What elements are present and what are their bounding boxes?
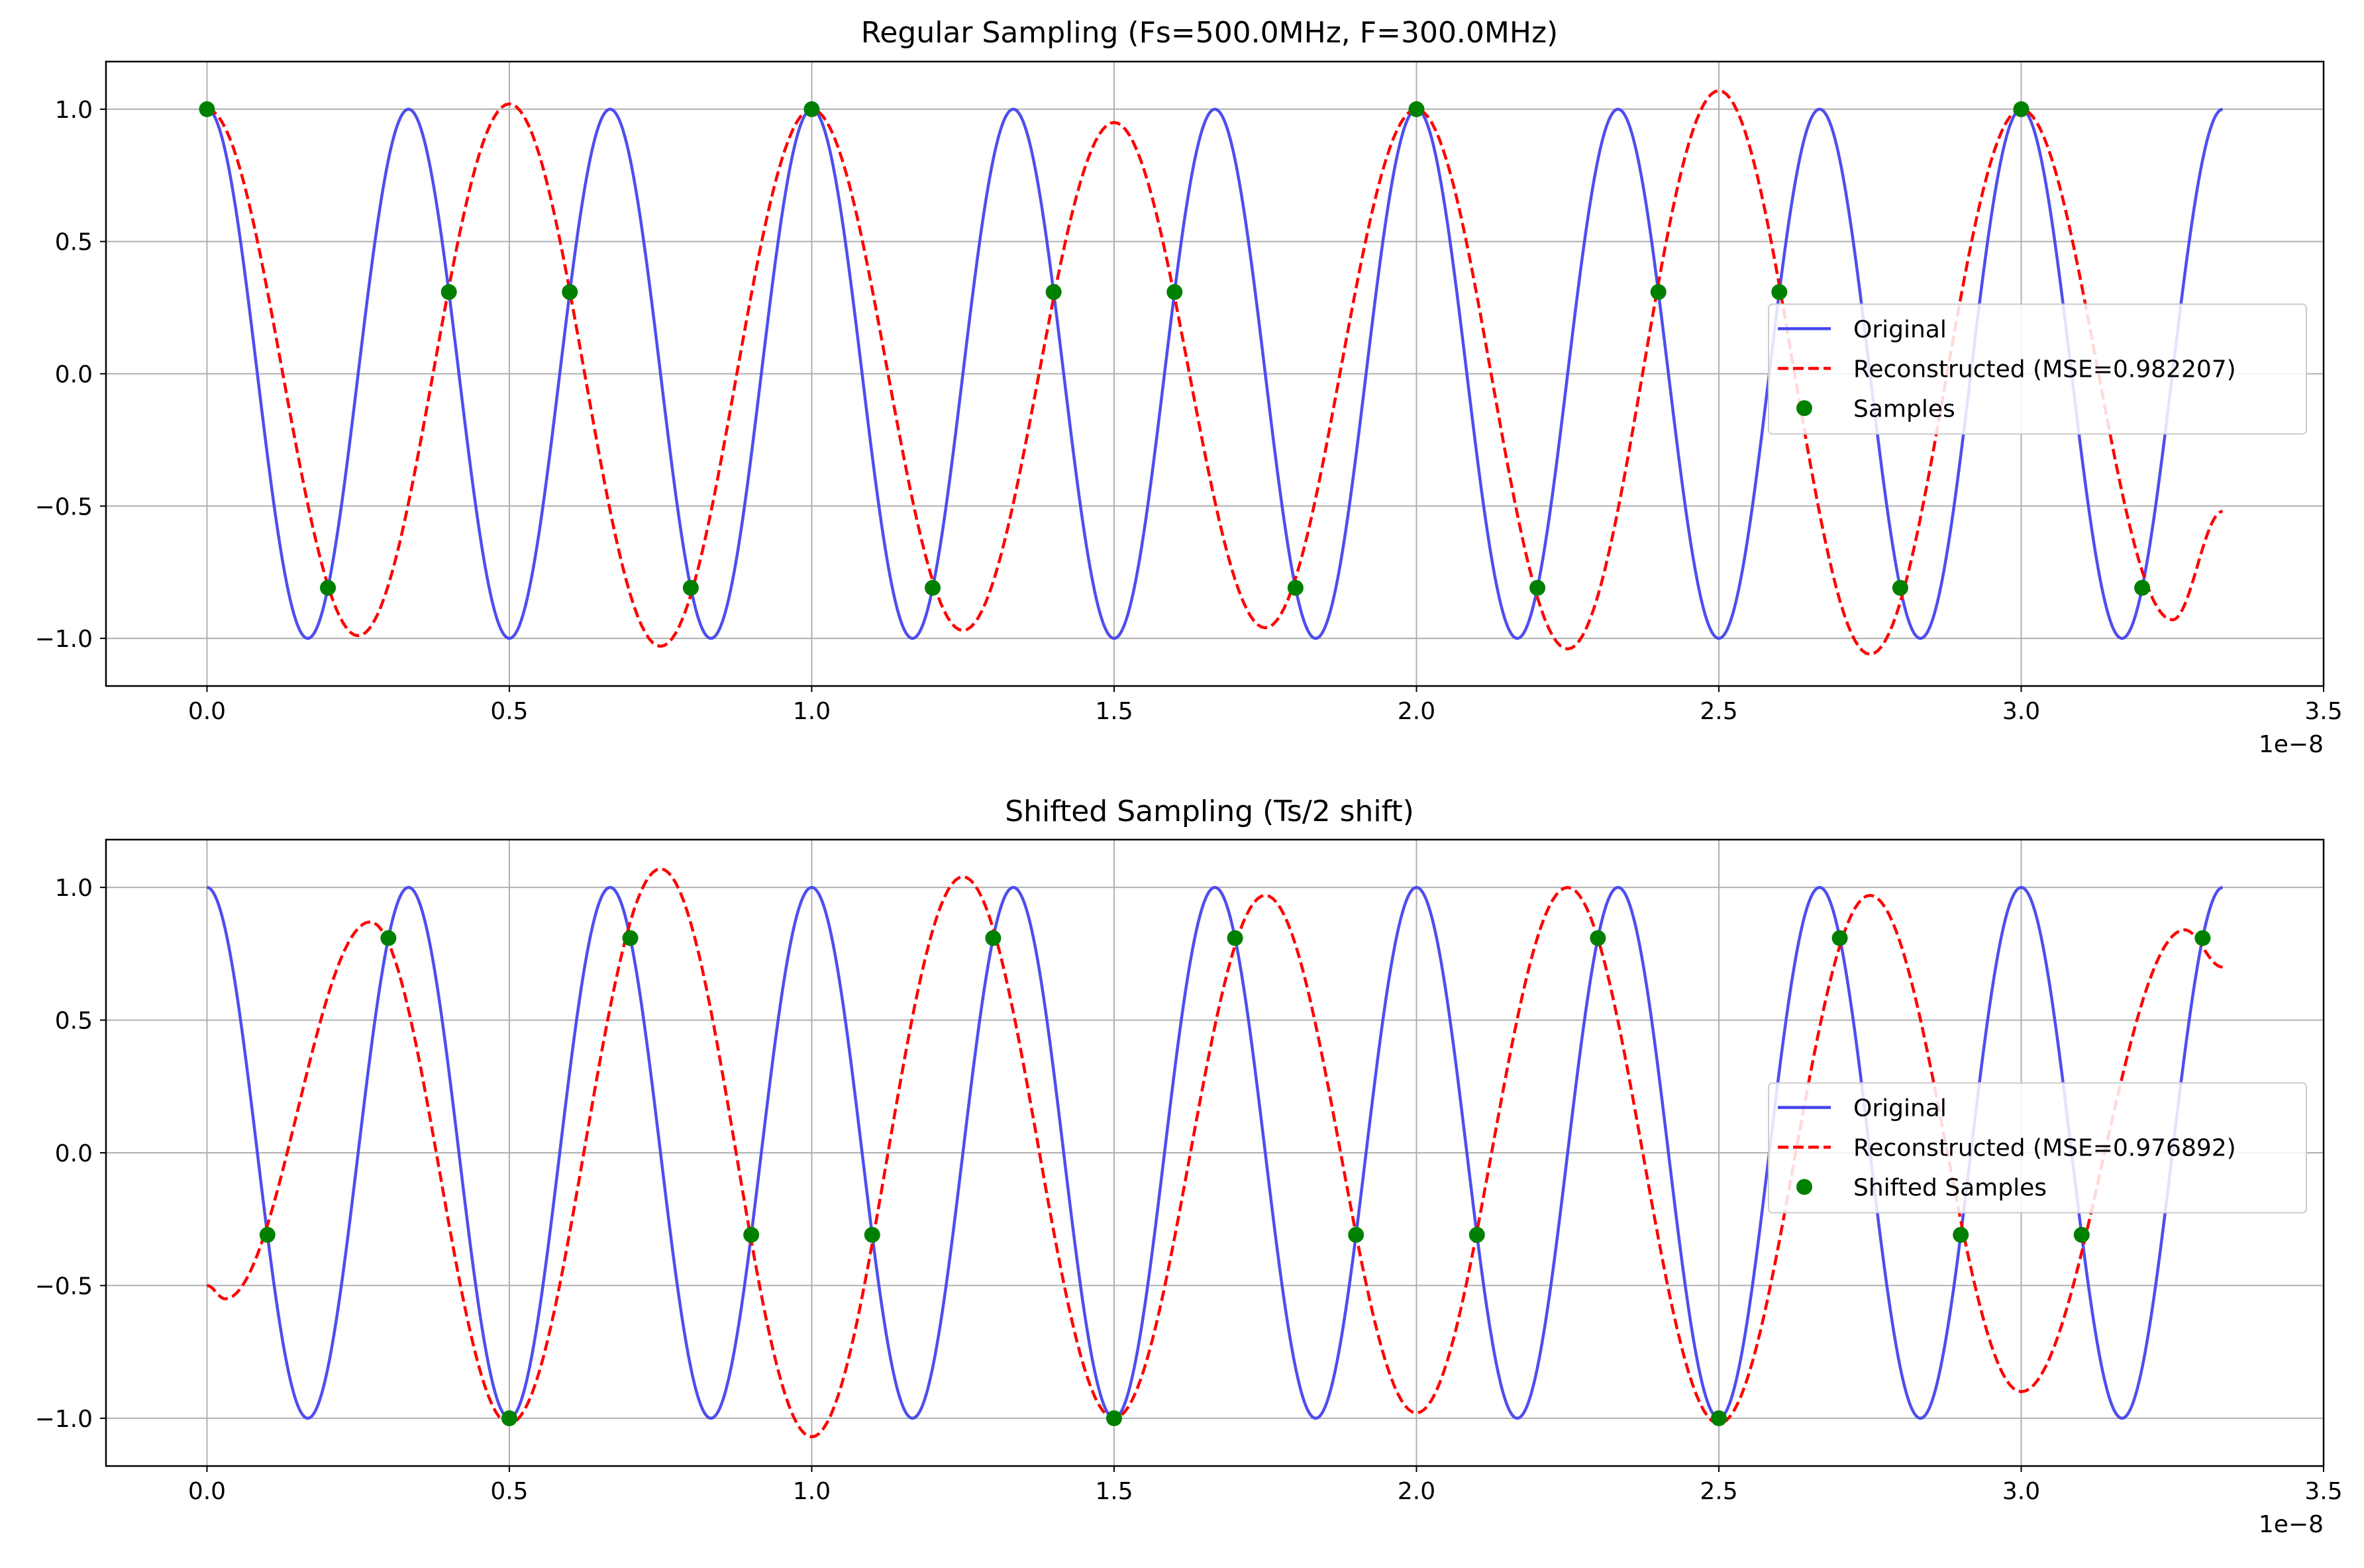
legend-box (1768, 303, 2307, 435)
x-tick-label: 0.5 (490, 1478, 528, 1505)
x-axis-offset-label: 1e−8 (2259, 731, 2324, 758)
legend-samples-swatch (1796, 400, 1812, 416)
sample-point (1408, 101, 1425, 117)
x-tick-label: 2.5 (1700, 698, 1737, 725)
series-layer (207, 867, 2224, 1439)
legend-entry-label: Original (1853, 1095, 1947, 1122)
y-tick-label: 1.0 (55, 97, 93, 124)
sample-point (925, 579, 941, 596)
legend-entry-label: Reconstructed (MSE=0.976892) (1853, 1135, 2236, 1162)
y-tick-label: −0.5 (35, 1273, 93, 1300)
series-layer (199, 89, 2224, 656)
sample-point (2194, 930, 2211, 946)
x-tick-label: 3.5 (2304, 1478, 2342, 1505)
sample-point (1650, 284, 1667, 301)
x-tick-label: 0.0 (188, 698, 226, 725)
sample-point (1287, 579, 1304, 596)
x-tick-label: 0.0 (188, 1478, 226, 1505)
x-tick-label: 0.5 (490, 698, 528, 725)
legend-samples-swatch (1796, 1179, 1812, 1195)
legend-box (1768, 1082, 2307, 1214)
sample-point (864, 1226, 880, 1243)
sample-point (199, 101, 215, 117)
x-axis-offset-label: 1e−8 (2259, 1511, 2324, 1538)
sample-point (380, 930, 397, 946)
sample-point (562, 284, 578, 301)
sample-point (985, 930, 1002, 946)
x-tick-label: 2.0 (1398, 1478, 1435, 1505)
axis-ticks: 0.0 0.5 1.0 1.5 2.0 2.5 3.0 3.5 1.0 0.5 0.0 −0.5 −1.… (35, 97, 2343, 725)
sample-point (682, 579, 699, 596)
y-tick-label: 1.0 (55, 875, 93, 902)
sample-point (1348, 1226, 1364, 1243)
sample-point (1590, 930, 1606, 946)
sample-point (1831, 930, 1848, 946)
x-tick-label: 3.0 (2002, 698, 2040, 725)
chart-title: Shifted Sampling (Ts/2 shift) (1005, 795, 1414, 828)
sample-point (1045, 284, 1062, 301)
legend-entry-label: Original (1853, 316, 1947, 343)
sample-point (1166, 284, 1183, 301)
sample-point (1227, 930, 1243, 946)
sample-point (1953, 1226, 1969, 1243)
x-tick-label: 1.0 (793, 1478, 831, 1505)
sample-point (2073, 1226, 2090, 1243)
x-tick-label: 2.0 (1398, 698, 1435, 725)
y-tick-label: 0.5 (55, 229, 93, 256)
sample-point (320, 579, 336, 596)
sample-point (501, 1410, 517, 1426)
sample-point (803, 101, 820, 117)
x-tick-label: 1.0 (793, 698, 831, 725)
sample-point (1529, 579, 1546, 596)
sample-point (743, 1226, 760, 1243)
x-tick-label: 2.5 (1700, 1478, 1737, 1505)
sample-point (1771, 284, 1788, 301)
y-tick-label: 0.0 (55, 362, 93, 389)
legend-entry-label: Samples (1853, 395, 1955, 422)
y-tick-label: 0.5 (55, 1008, 93, 1035)
axis-ticks: 0.0 0.5 1.0 1.5 2.0 2.5 3.0 3.5 1.0 0.5 0.0 −0.5 −1.… (35, 875, 2343, 1505)
x-tick-label: 3.0 (2002, 1478, 2040, 1505)
regular-sampling-panel: Regular Sampling (Fs=500.0MHz, F=300.0MH… (35, 16, 2343, 758)
shifted-sampling-panel: Shifted Sampling (Ts/2 shift) 0.0 0.5 1.0 1… (35, 795, 2343, 1538)
sample-point (1710, 1410, 1727, 1426)
sample-point (2134, 579, 2151, 596)
reconstructed-signal-line (206, 89, 2223, 656)
reconstructed-signal-line (207, 867, 2223, 1439)
x-tick-label: 1.5 (1095, 698, 1133, 725)
sample-point (1892, 579, 1908, 596)
sample-point (1105, 1410, 1122, 1426)
legend: Original Reconstructed (MSE=0.982207) Samp… (1768, 303, 2307, 435)
legend-entry-label: Reconstructed (MSE=0.982207) (1853, 356, 2236, 383)
sample-point (1468, 1226, 1485, 1243)
legend-entry-label: Shifted Samples (1853, 1175, 2047, 1202)
legend: Original Reconstructed (MSE=0.976892) Shif… (1768, 1082, 2307, 1214)
sample-point (2013, 101, 2030, 117)
chart-title: Regular Sampling (Fs=500.0MHz, F=300.0MH… (861, 16, 1558, 50)
y-tick-label: −1.0 (35, 626, 93, 653)
x-tick-label: 1.5 (1095, 1478, 1133, 1505)
y-tick-label: −1.0 (35, 1406, 93, 1433)
y-tick-label: 0.0 (55, 1140, 93, 1167)
sample-point (440, 284, 457, 301)
original-signal-line (207, 107, 2224, 640)
original-signal-line (207, 885, 2224, 1420)
x-tick-label: 3.5 (2304, 698, 2342, 725)
y-tick-label: −0.5 (35, 493, 93, 520)
sample-point (622, 930, 639, 946)
sample-point (259, 1226, 276, 1243)
